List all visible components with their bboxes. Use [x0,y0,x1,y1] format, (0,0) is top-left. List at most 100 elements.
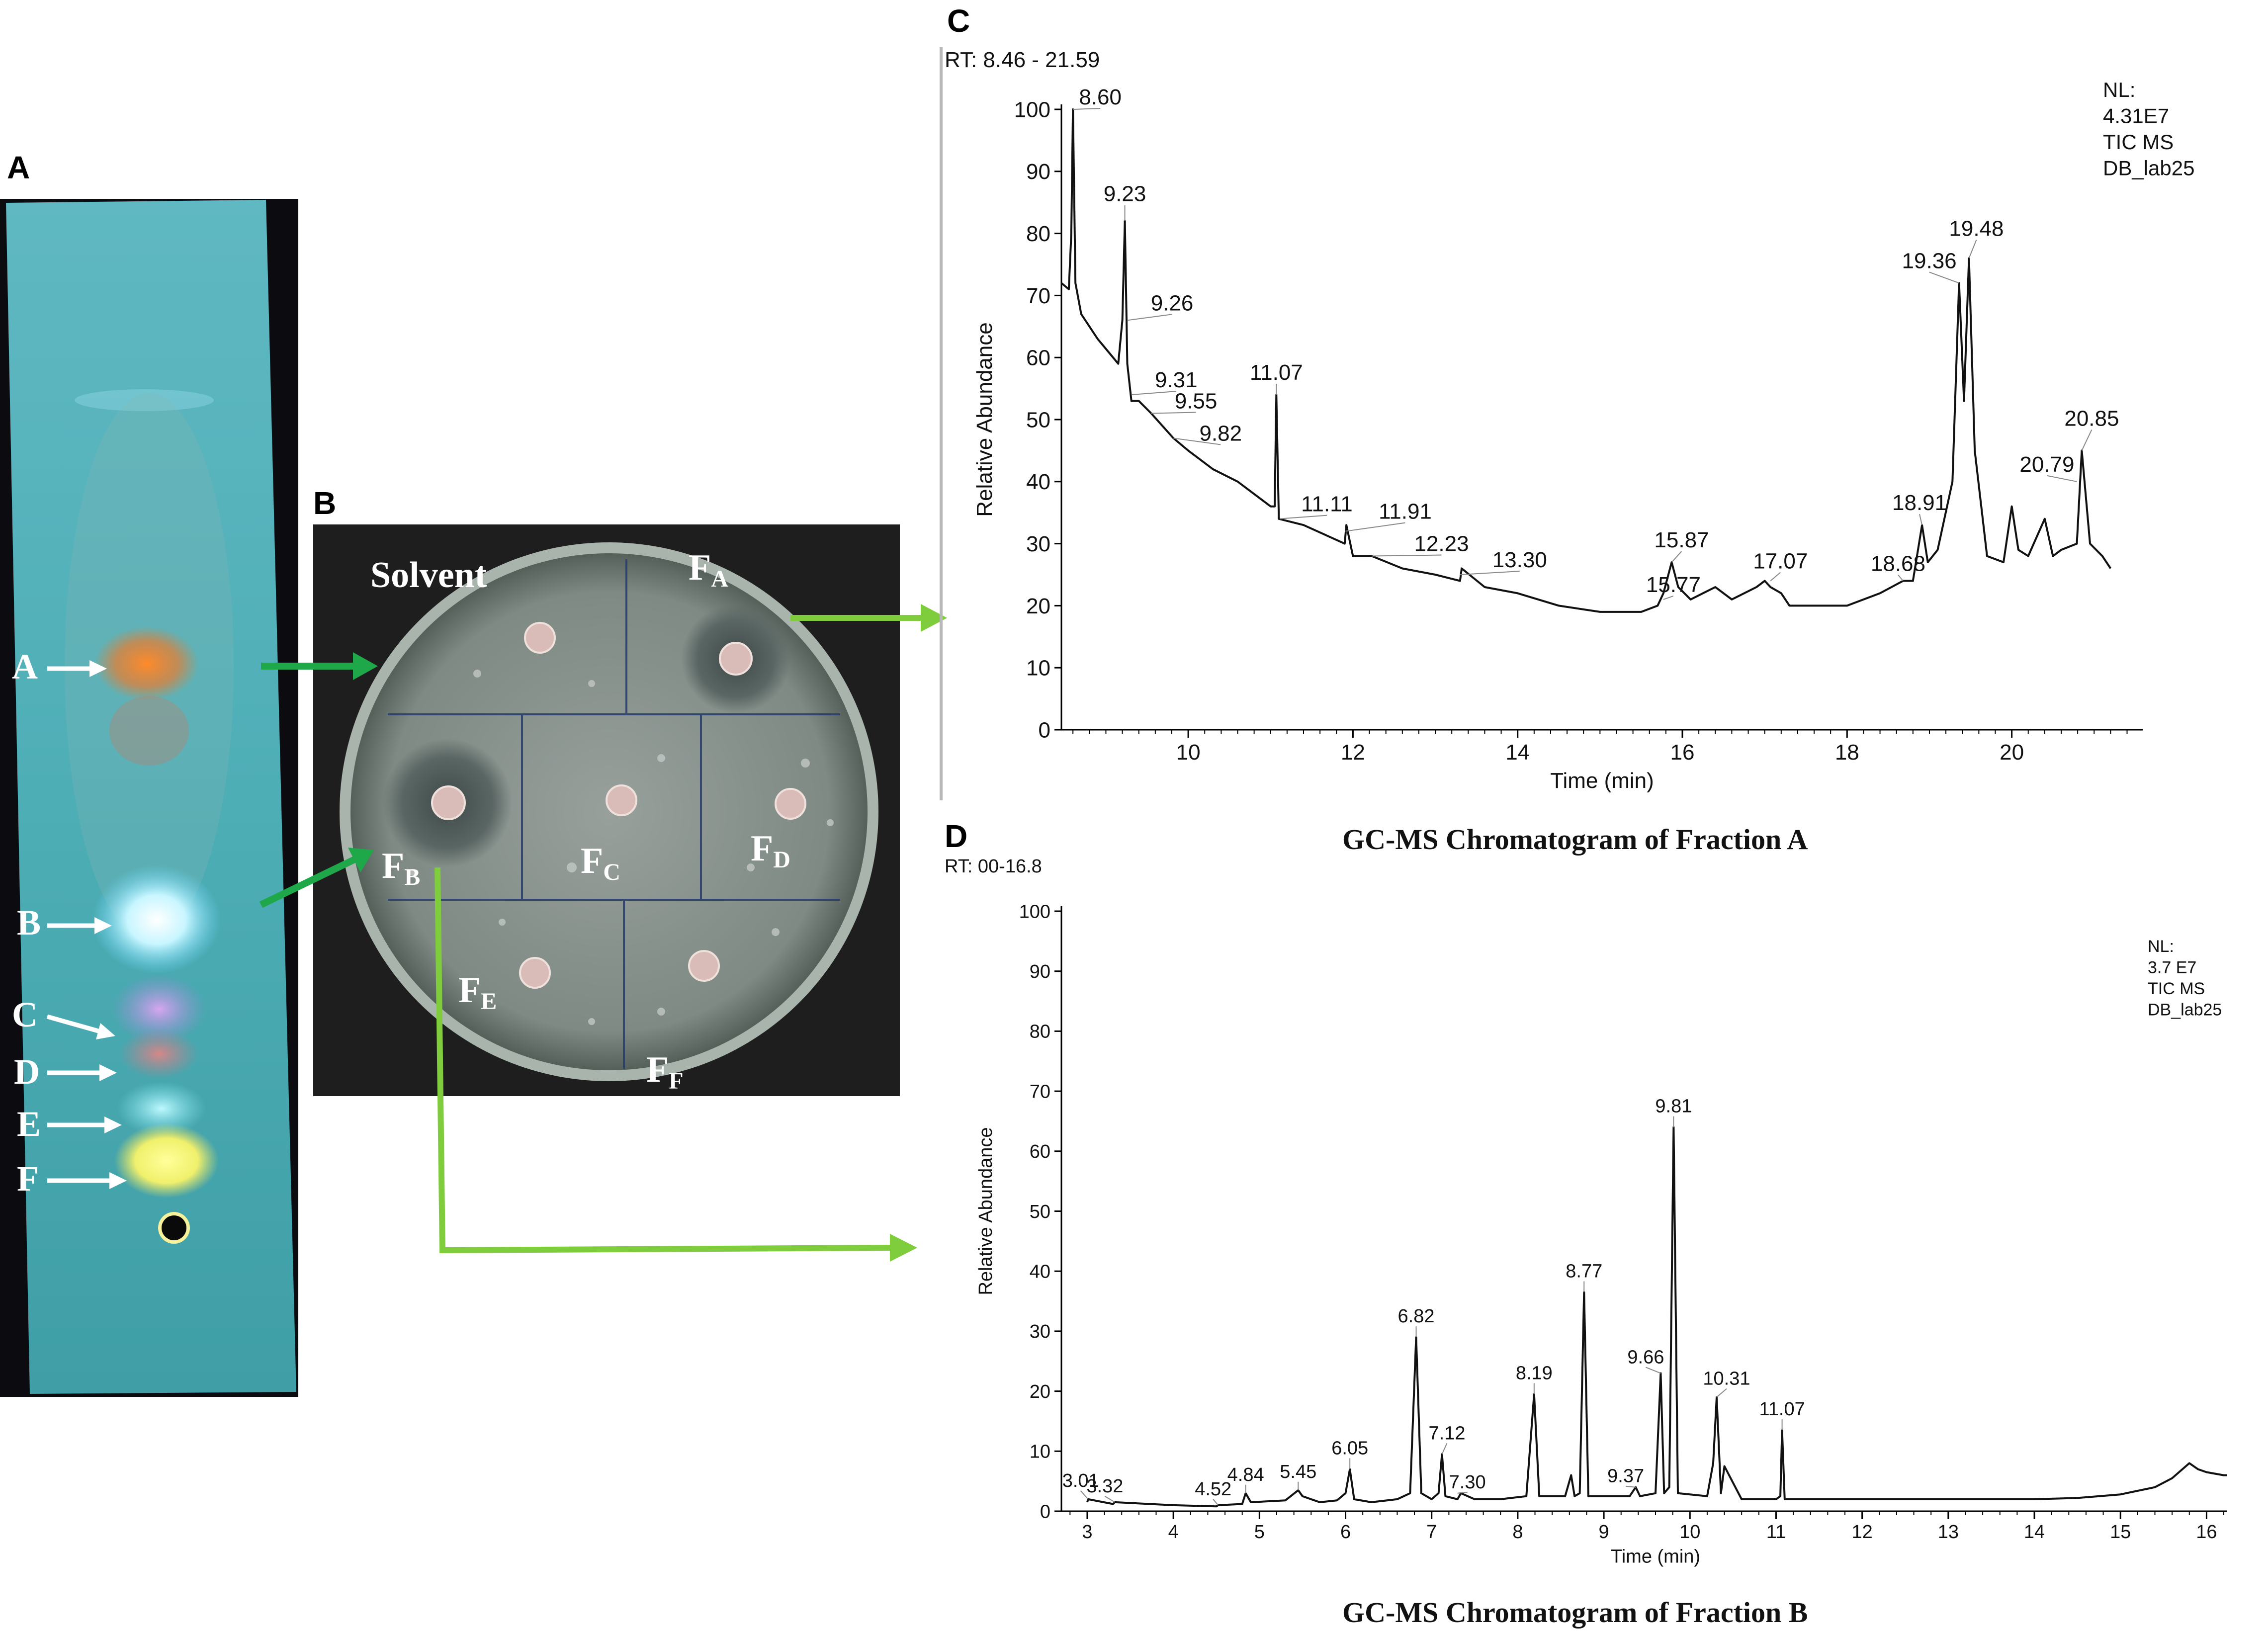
peak-leader-line [1898,574,1904,582]
peak-label: 4.84 [1227,1464,1264,1485]
tlc-spot-f [114,1123,219,1198]
peak-label: 12.23 [1414,532,1469,556]
caption-d: GC-MS Chromatogram of Fraction B [1342,1596,1808,1629]
info-line: DB_lab25 [2148,1001,2222,1020]
tlc-spot-d [119,1029,199,1079]
peak-leader-line [1104,1496,1115,1503]
info-line: NL: [2103,78,2135,101]
plate-label-ff: FF [646,1049,684,1094]
disc-ff [688,950,720,982]
tlc-spot-a [94,626,199,701]
peak-label: 11.11 [1301,492,1353,516]
peak-label: 9.82 [1199,421,1242,445]
peak-leader-line [1716,1388,1727,1398]
arrow-tlc-a-to-plate [261,652,378,680]
peak-leader-line [1626,1485,1636,1488]
peak-leader-line [1968,240,1977,258]
peak-label: 11.07 [1250,360,1303,385]
peak-label: 6.05 [1331,1438,1368,1459]
peak-label: 13.30 [1492,548,1547,572]
x-tick-label: 16 [1670,740,1695,765]
peak-leader-line [1919,514,1923,525]
y-tick-label: 50 [1030,1202,1050,1222]
peak-leader-line [1929,271,1959,284]
x-tick-label: 14 [2024,1522,2045,1543]
rt-range-label: RT: 00-16.8 [945,856,1042,877]
tic-trace [1086,1126,2227,1508]
panel-label-b: B [313,485,337,521]
panel-label-c: C [947,3,970,39]
peak-label: 9.23 [1104,182,1146,206]
peak-label: 8.60 [1079,85,1122,109]
x-tick-label: 3 [1082,1522,1092,1543]
plate-label-fe: FE [458,970,497,1015]
disc-fe [519,957,551,989]
x-tick-label: 14 [1505,740,1530,765]
panel-label-a: A [7,150,30,185]
y-tick-label: 80 [1026,222,1050,246]
tlc-spot-e [117,1081,206,1136]
info-line: NL: [2148,937,2174,956]
tlc-origin [162,1215,186,1240]
peak-label: 9.55 [1175,389,1218,414]
peak-leader-line [1460,571,1520,575]
peak-label: 3.01 [1062,1470,1099,1491]
y-tick-label: 40 [1030,1262,1050,1283]
info-line: 3.7 E7 [2148,958,2196,977]
rt-range-label: RT: 8.46 - 21.59 [945,48,1100,72]
y-tick-label: 0 [1039,718,1050,742]
peak-label: 18.91 [1892,491,1947,515]
y-tick-label: 70 [1030,1081,1050,1102]
caption-c: GC-MS Chromatogram of Fraction A [1342,823,1808,856]
tlc-label-b: B [17,903,41,943]
peak-leader-line [2047,475,2077,482]
y-tick-label: 20 [1030,1381,1050,1402]
y-tick-label: 20 [1026,594,1050,618]
peak-label: 7.30 [1449,1472,1486,1493]
y-tick-label: 90 [1026,160,1050,184]
peak-label: 20.85 [2064,406,2119,430]
peak-label: 8.77 [1566,1261,1602,1282]
info-line: 4.31E7 [2103,104,2169,128]
peak-label: 9.66 [1627,1347,1664,1368]
x-tick-label: 7 [1426,1522,1437,1543]
x-tick-label: 13 [1938,1522,1959,1543]
peak-label: 15.87 [1654,528,1709,552]
peak-label: 9.37 [1607,1466,1644,1487]
x-tick-label: 6 [1340,1522,1351,1543]
y-axis-label: Relative Abundance [972,322,997,516]
peak-label: 6.82 [1398,1306,1435,1327]
peak-leader-line [1073,108,1101,110]
plate-label-fc: FC [581,841,620,885]
x-tick-label: 5 [1254,1522,1265,1543]
peak-label: 8.19 [1516,1363,1553,1384]
peak-label: 7.12 [1429,1423,1466,1444]
plate-label-fa: FA [689,547,728,592]
x-tick-label: 10 [1679,1522,1700,1543]
x-tick-label: 11 [1766,1522,1786,1543]
peak-label: 19.48 [1949,217,2004,241]
peak-leader-line [1151,412,1196,414]
y-tick-label: 100 [1014,97,1050,122]
y-tick-label: 40 [1026,470,1050,494]
x-tick-label: 9 [1599,1522,1609,1543]
peak-leader-line [1173,437,1221,445]
tlc-spot-c [112,974,206,1044]
y-tick-label: 100 [1019,901,1050,922]
peak-leader-line [2081,429,2093,451]
peak-label: 18.68 [1871,551,1925,576]
x-tick-label: 12 [1852,1522,1873,1543]
disc-fb [431,785,466,820]
tlc-arrows [46,660,127,1189]
y-tick-label: 60 [1030,1141,1050,1162]
y-tick-label: 70 [1026,284,1050,308]
tlc-plate [0,199,298,1397]
y-tick-label: 60 [1026,346,1050,370]
y-tick-label: 10 [1026,656,1050,681]
x-tick-label: 16 [2196,1522,2217,1543]
peak-leader-line [1127,314,1172,321]
x-tick-label: 4 [1168,1522,1179,1543]
tlc-label-e: E [17,1104,41,1144]
y-tick-label: 80 [1030,1022,1050,1042]
